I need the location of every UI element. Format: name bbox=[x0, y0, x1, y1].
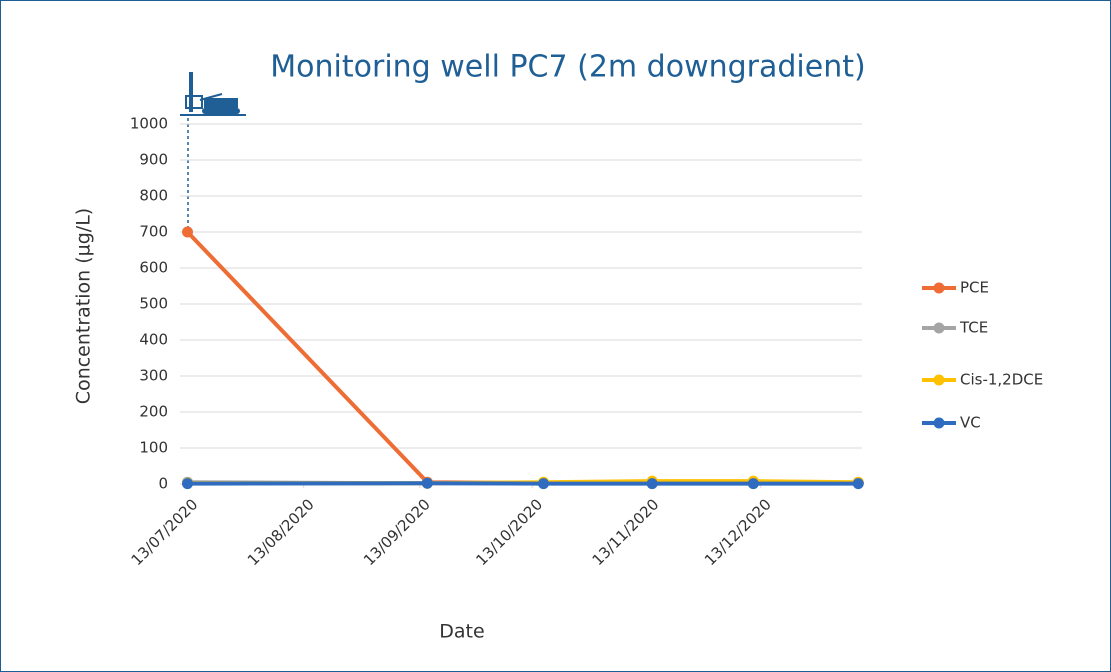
point bbox=[646, 478, 658, 490]
point bbox=[181, 478, 193, 490]
x-axis-label: Date bbox=[439, 621, 484, 643]
legend-marker bbox=[933, 417, 945, 429]
y-tick-label: 600 bbox=[139, 259, 168, 277]
point bbox=[747, 478, 759, 490]
rig-icon bbox=[180, 72, 246, 116]
point bbox=[421, 477, 433, 489]
point bbox=[537, 478, 549, 490]
legend-label: VC bbox=[960, 414, 981, 432]
legend-label: PCE bbox=[960, 279, 989, 297]
legend-marker bbox=[933, 374, 945, 386]
legend-label: TCE bbox=[959, 319, 988, 337]
y-tick-label: 700 bbox=[139, 223, 168, 241]
chart-title: Monitoring well PC7 (2m downgradient) bbox=[270, 50, 865, 85]
y-axis-label: Concentration (µg/L) bbox=[73, 208, 95, 404]
y-tick-label: 0 bbox=[158, 475, 168, 493]
y-tick-label: 100 bbox=[139, 439, 168, 457]
y-tick-label: 200 bbox=[139, 403, 168, 421]
point bbox=[852, 478, 864, 490]
y-tick-label: 1000 bbox=[130, 115, 168, 133]
legend-marker bbox=[933, 282, 945, 294]
legend-label: Cis-1,2DCE bbox=[960, 371, 1043, 389]
y-tick-label: 800 bbox=[139, 187, 168, 205]
y-tick-label: 400 bbox=[139, 331, 168, 349]
y-tick-label: 500 bbox=[139, 295, 168, 313]
legend-marker bbox=[933, 322, 945, 334]
point bbox=[181, 226, 193, 238]
y-tick-label: 900 bbox=[139, 151, 168, 169]
y-tick-label: 300 bbox=[139, 367, 168, 385]
